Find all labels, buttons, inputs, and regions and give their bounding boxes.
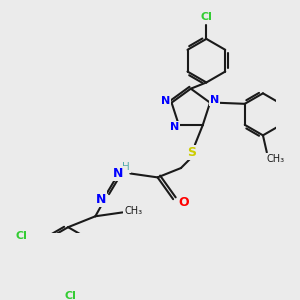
Text: N: N (161, 96, 170, 106)
Text: N: N (210, 95, 219, 105)
Text: N: N (96, 193, 106, 206)
Text: H: H (122, 162, 130, 172)
Text: N: N (169, 122, 179, 132)
Text: CH₃: CH₃ (124, 206, 142, 216)
Text: S: S (187, 146, 196, 159)
Text: Cl: Cl (15, 231, 27, 241)
Text: CH₃: CH₃ (266, 154, 284, 164)
Text: Cl: Cl (64, 291, 76, 300)
Text: Cl: Cl (200, 12, 212, 22)
Text: N: N (113, 167, 123, 180)
Text: O: O (179, 196, 189, 209)
